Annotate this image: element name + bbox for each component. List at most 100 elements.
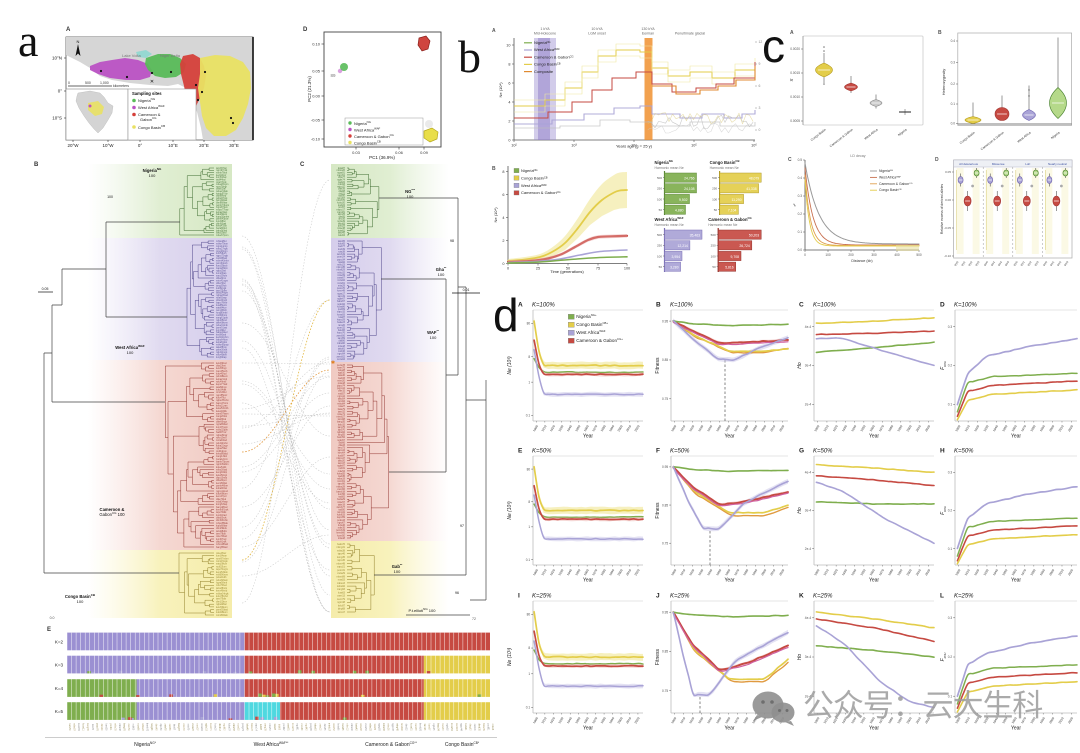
svg-text:lung96: lung96: [150, 724, 152, 732]
svg-text:PC2 (21.3%): PC2 (21.3%): [307, 76, 312, 102]
svg-text:miko32: miko32: [337, 271, 345, 274]
svg-text:Year: Year: [1011, 578, 1021, 584]
svg-text:2000: 2000: [617, 716, 624, 724]
svg-text:podi11: podi11: [109, 724, 111, 731]
svg-text:2020: 2020: [924, 424, 931, 432]
svg-text:dimb68bar: dimb68bar: [216, 202, 227, 205]
svg-text:kolu65: kolu65: [338, 243, 346, 246]
svg-text:poko68tam: poko68tam: [216, 579, 228, 582]
svg-text:mbke95pop: mbke95pop: [216, 344, 229, 347]
svg-text:roko93: roko93: [338, 183, 346, 186]
svg-text:miko30tad: miko30tad: [216, 469, 228, 472]
svg-text:-0.10: -0.10: [944, 254, 951, 258]
svg-text:zang93: zang93: [337, 588, 346, 591]
svg-text:NigeriaNG+: NigeriaNG+: [576, 313, 597, 319]
svg-text:luro53lum: luro53lum: [216, 252, 227, 255]
svg-text:keko86bad: keko86bad: [216, 453, 228, 456]
svg-text:Year: Year: [583, 578, 593, 584]
svg-text:1990: 1990: [1039, 716, 1046, 724]
svg-text:1950: 1950: [574, 716, 581, 724]
svg-text:Congo BasinCB: Congo BasinCB: [65, 593, 96, 599]
svg-text:tadi50: tadi50: [338, 195, 345, 198]
svg-text:Ho: Ho: [797, 507, 803, 514]
svg-text:lumi97ngl: lumi97ngl: [216, 538, 227, 541]
svg-text:keng80: keng80: [86, 723, 88, 731]
svg-text:1930: 1930: [841, 716, 848, 724]
svg-text:zaba13: zaba13: [337, 582, 346, 585]
svg-text:mbpo17: mbpo17: [336, 208, 345, 211]
svg-text:Heterozygosity: Heterozygosity: [941, 69, 946, 95]
svg-text:mblu23: mblu23: [337, 264, 346, 267]
svg-text:rolu49miz: rolu49miz: [216, 381, 227, 384]
svg-text:luko34tak: luko34tak: [216, 389, 227, 392]
svg-text:10: 10: [506, 43, 510, 47]
svg-text:10⁴: 10⁴: [631, 144, 637, 148]
svg-text:ngba92: ngba92: [337, 431, 346, 434]
svg-text:lumi49lul: lumi49lul: [216, 329, 226, 332]
svg-text:tako83: tako83: [338, 222, 346, 225]
svg-text:grp2: grp2: [997, 260, 1004, 267]
svg-text:bapo34: bapo34: [437, 723, 439, 731]
svg-text:zapo28dim: zapo28dim: [216, 267, 228, 270]
svg-text:2020: 2020: [778, 568, 785, 576]
svg-text:mimb78rol: mimb78rol: [216, 172, 228, 175]
svg-text:tami32: tami32: [338, 410, 346, 413]
svg-text:1960: 1960: [724, 716, 731, 724]
svg-text:A: A: [66, 27, 71, 33]
svg-text:miza44: miza44: [200, 723, 202, 731]
svg-text:tami78dit: tami78dit: [216, 533, 226, 536]
svg-text:3e-4: 3e-4: [805, 509, 812, 513]
svg-text:K=50%: K=50%: [954, 449, 974, 455]
svg-text:75: 75: [596, 267, 600, 271]
svg-text:0.2: 0.2: [948, 509, 953, 513]
svg-text:1930: 1930: [983, 568, 990, 576]
svg-text:zapo15: zapo15: [337, 311, 346, 314]
svg-text:taro93: taro93: [423, 724, 426, 731]
svg-text:kemi79: kemi79: [337, 598, 345, 601]
svg-text:LGM onset: LGM onset: [588, 32, 606, 36]
svg-text:2000: 2000: [617, 424, 624, 432]
svg-text:dita33: dita33: [338, 444, 345, 447]
svg-text:zata26kon: zata26kon: [216, 563, 228, 566]
svg-text:ming40: ming40: [396, 723, 398, 731]
svg-text:ngta92: ngta92: [446, 723, 449, 731]
svg-text:ngpo72ngb: ngpo72ngb: [216, 255, 229, 258]
svg-text:8: 8: [502, 170, 504, 174]
svg-text:1940: 1940: [850, 716, 857, 724]
svg-text:kopo26mbm: kopo26mbm: [216, 215, 229, 218]
svg-text:1990: 1990: [751, 568, 758, 576]
svg-text:1900: 1900: [813, 716, 820, 724]
svg-text:1910: 1910: [540, 568, 547, 576]
svg-text:1900: 1900: [670, 424, 677, 432]
svg-text:1940: 1940: [706, 716, 713, 724]
svg-text:1980: 1980: [600, 716, 607, 724]
svg-text:West AfricaWAF**: West AfricaWAF**: [254, 741, 289, 748]
svg-text:didi86kep: didi86kep: [216, 195, 227, 198]
svg-text:polu98kem: polu98kem: [216, 375, 228, 378]
svg-text:bang55tad: bang55tad: [216, 546, 228, 549]
svg-text:2: 2: [508, 119, 510, 123]
svg-text:kolu78mbd: kolu78mbd: [216, 595, 228, 598]
svg-text:1980: 1980: [600, 424, 607, 432]
svg-text:popo70: popo70: [95, 723, 97, 731]
svg-text:pomi32: pomi32: [337, 326, 346, 329]
svg-text:kolu47lut: kolu47lut: [216, 397, 226, 400]
svg-text:mbro48bab: mbro48bab: [216, 543, 229, 546]
svg-text:mimi20: mimi20: [337, 379, 345, 382]
svg-text:grp0: grp0: [983, 260, 990, 267]
svg-text:mbza29: mbza29: [336, 269, 345, 272]
svg-text:didi66: didi66: [339, 441, 346, 444]
svg-text:B: B: [656, 302, 661, 309]
svg-text:grp1: grp1: [990, 260, 997, 267]
svg-text:lumi29: lumi29: [104, 724, 106, 731]
svg-text:kemi84: kemi84: [77, 723, 79, 731]
svg-text:0.85: 0.85: [662, 358, 668, 362]
svg-text:dimi22kez: dimi22kez: [216, 600, 228, 603]
svg-text:zaro59: zaro59: [127, 723, 130, 731]
svg-text:I: I: [518, 593, 520, 600]
svg-text:Harmonic mean Ne: Harmonic mean Ne: [708, 223, 737, 227]
svg-text:1930: 1930: [983, 424, 990, 432]
svg-text:2020: 2020: [924, 716, 931, 724]
svg-text:tadi82: tadi82: [338, 496, 345, 499]
svg-text:2010: 2010: [1058, 568, 1065, 576]
